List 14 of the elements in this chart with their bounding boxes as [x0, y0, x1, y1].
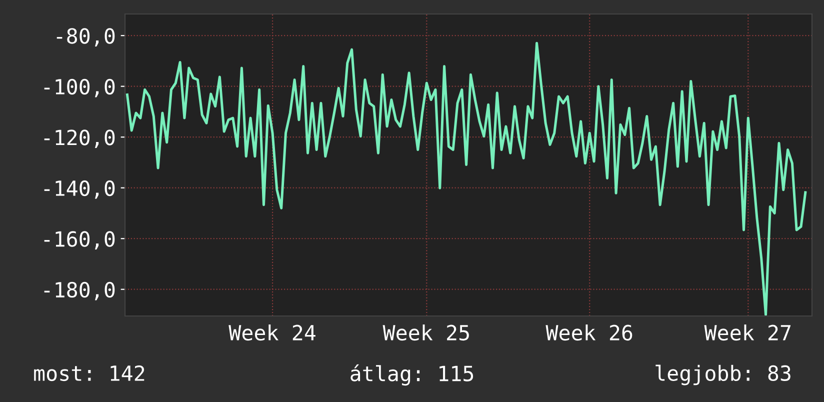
text: átlag: 115: [350, 364, 474, 386]
y-tick-label: -80,0: [56, 28, 115, 46]
y-tick-label: -100,0: [44, 78, 115, 98]
x-tick-label: Week 26: [546, 324, 632, 341]
text: legjobb: 83: [656, 364, 790, 386]
y-tick-label: -180,0: [44, 282, 115, 300]
y-tick-label: -160,0: [44, 231, 115, 250]
y-tick-label: -140,0: [44, 180, 115, 199]
x-tick-label: Week 25: [382, 324, 469, 341]
line-series: [126, 42, 807, 316]
x-tick-label: Week 27: [704, 324, 790, 341]
x-tick-label: Week 24: [228, 324, 316, 341]
text: most: 142: [34, 365, 144, 382]
y-tick-label: -120,0: [44, 130, 115, 148]
